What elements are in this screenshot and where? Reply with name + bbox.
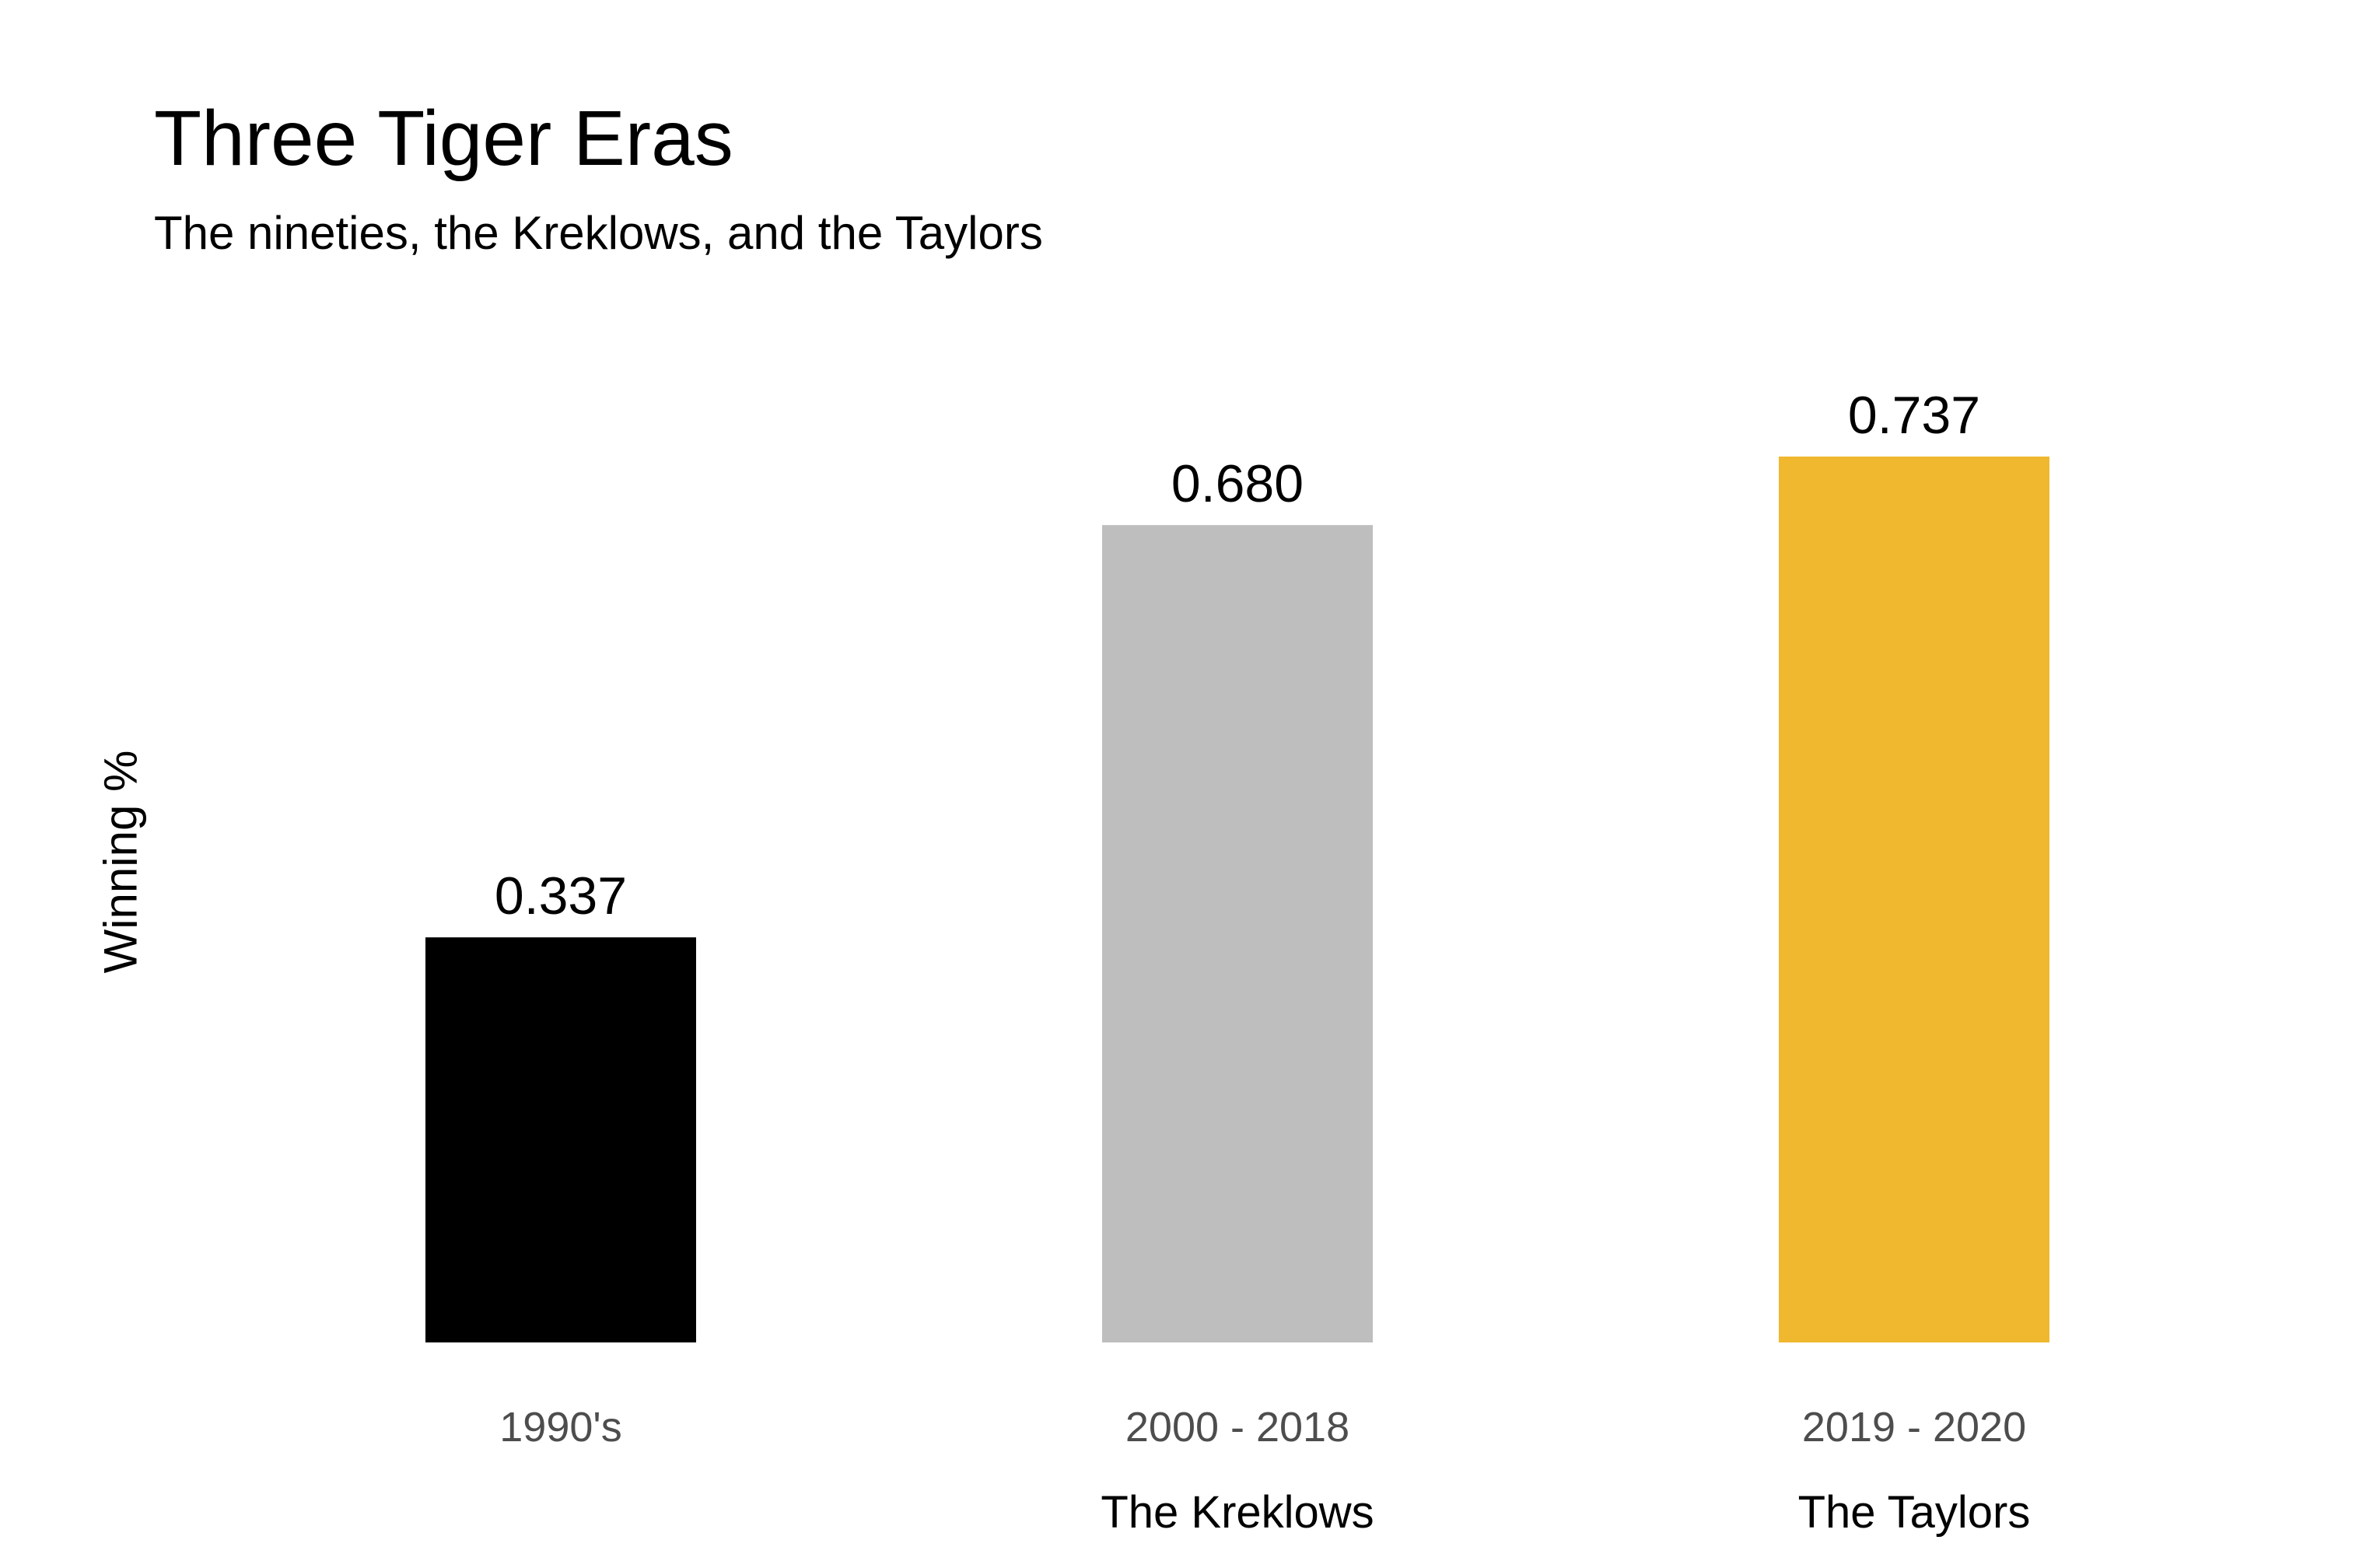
chart-title: Three Tiger Eras — [154, 95, 733, 182]
x-tick-label-2019-2020: 2019 - 2020 — [1802, 1404, 2026, 1451]
value-label-2000-2018: 0.680 — [1171, 454, 1304, 513]
x-tick-label-1990-s: 1990's — [499, 1404, 621, 1451]
era-label-2000-2018: The Kreklows — [1101, 1487, 1374, 1538]
x-tick-label-2000-2018: 2000 - 2018 — [1125, 1404, 1349, 1451]
era-label-2019-2020: The Taylors — [1798, 1487, 2031, 1538]
chart-subtitle: The nineties, the Kreklows, and the Tayl… — [154, 207, 1043, 259]
bar-2000-2018 — [1102, 525, 1373, 1343]
value-label-2019-2020: 0.737 — [1848, 386, 1980, 445]
value-label-1990-s: 0.337 — [495, 866, 627, 926]
bar-2019-2020 — [1779, 457, 2049, 1342]
bar-1990-s — [425, 937, 696, 1342]
